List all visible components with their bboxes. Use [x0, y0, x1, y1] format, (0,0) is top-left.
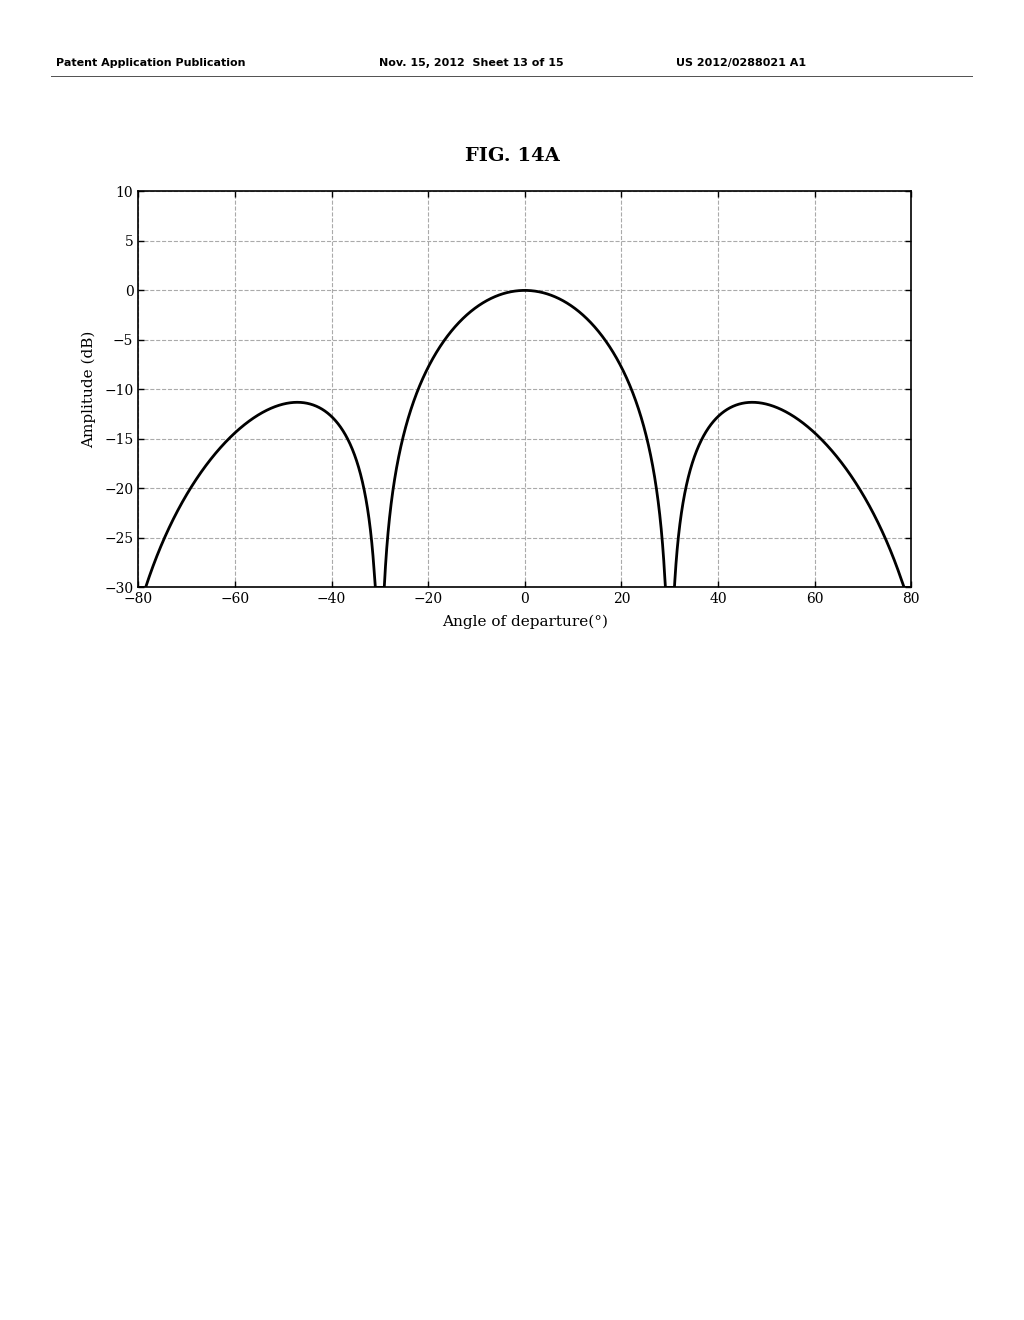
Text: Nov. 15, 2012  Sheet 13 of 15: Nov. 15, 2012 Sheet 13 of 15	[379, 58, 563, 69]
Y-axis label: Amplitude (dB): Amplitude (dB)	[81, 331, 96, 447]
X-axis label: Angle of departure(°): Angle of departure(°)	[441, 615, 608, 630]
Text: US 2012/0288021 A1: US 2012/0288021 A1	[676, 58, 806, 69]
Text: Patent Application Publication: Patent Application Publication	[56, 58, 246, 69]
Text: FIG. 14A: FIG. 14A	[465, 147, 559, 165]
